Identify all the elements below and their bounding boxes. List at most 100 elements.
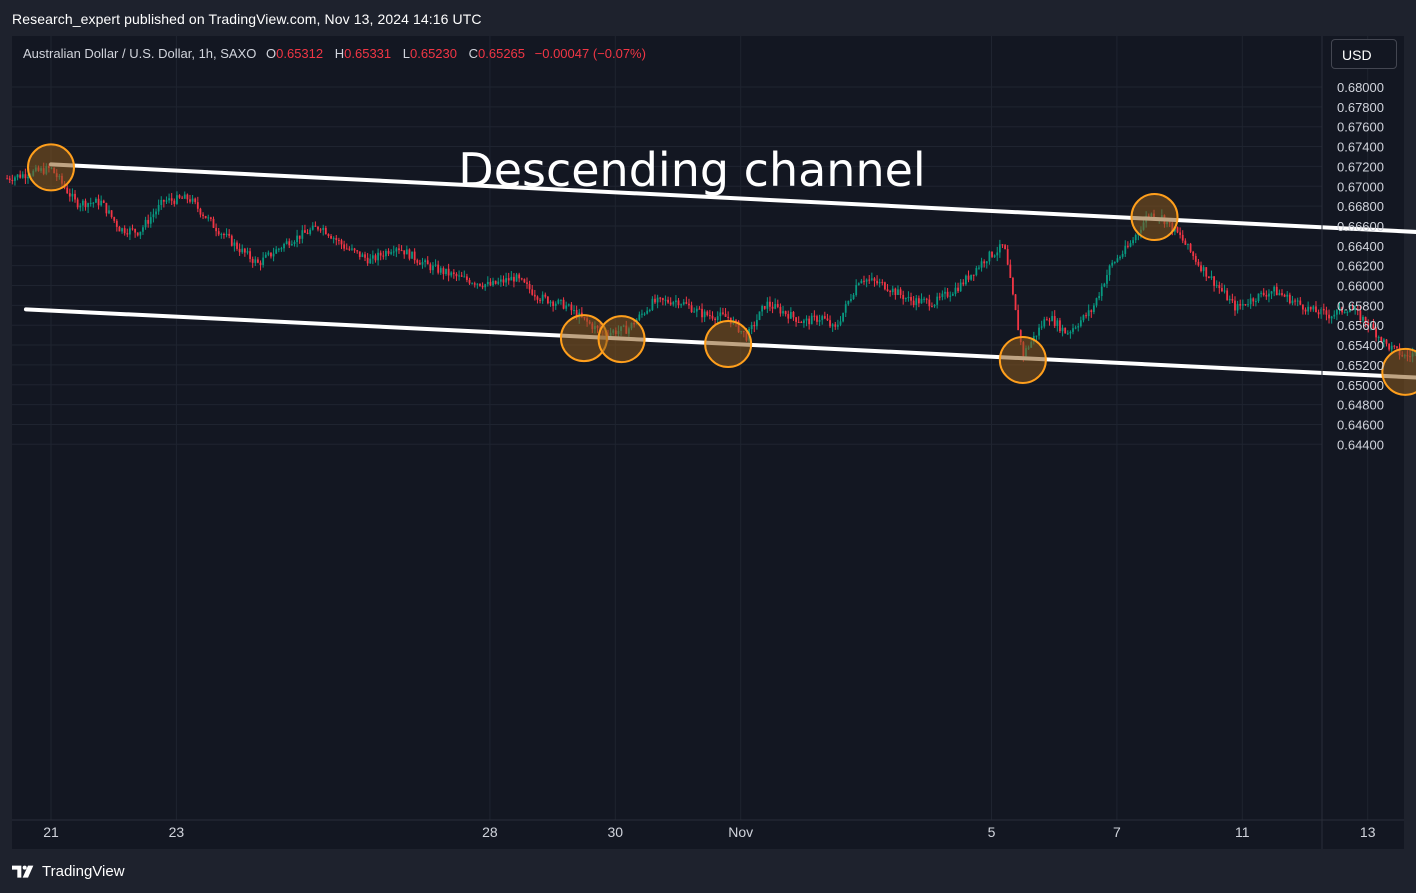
- close-value: 0.65265: [478, 46, 526, 61]
- price-tick-label: 0.64400: [1337, 437, 1384, 452]
- candle-body: [988, 251, 991, 262]
- candle-body: [758, 311, 761, 320]
- candle-body: [1119, 256, 1121, 259]
- currency-button[interactable]: USD: [1331, 39, 1397, 69]
- candle-body: [560, 299, 562, 301]
- candle-body: [230, 235, 233, 246]
- candle-body: [1051, 316, 1054, 321]
- candle-body: [84, 200, 87, 208]
- price-tick-label: 0.67400: [1337, 140, 1384, 155]
- candle-body: [1226, 290, 1229, 301]
- candle-body: [507, 278, 510, 281]
- candle-body: [944, 291, 946, 294]
- symbol-name[interactable]: Australian Dollar / U.S. Dollar, 1h, SAX…: [23, 46, 257, 61]
- price-tick-label: 0.67200: [1337, 159, 1384, 174]
- candle-body: [844, 304, 847, 313]
- candle-body: [8, 178, 11, 181]
- candle-body: [562, 299, 565, 309]
- candle-body: [108, 210, 110, 214]
- candle-body: [379, 252, 382, 256]
- candle-body: [920, 298, 923, 304]
- candle-body: [1296, 300, 1299, 302]
- candle-body: [1116, 258, 1119, 262]
- candle-body: [97, 198, 100, 206]
- candle-body: [126, 233, 129, 235]
- candle-body: [531, 289, 534, 295]
- candle-body: [494, 280, 497, 284]
- candle-body: [1375, 328, 1377, 338]
- candle-body: [1294, 300, 1296, 302]
- candle-body: [1197, 261, 1200, 266]
- candle-body: [1079, 320, 1082, 327]
- candle-body: [1179, 232, 1182, 235]
- candle-body: [374, 255, 377, 261]
- candle-body: [215, 227, 218, 232]
- candle-body: [695, 308, 698, 312]
- channel-lower-line: [23, 307, 1416, 380]
- candle-body: [936, 296, 939, 305]
- candle-body: [1228, 298, 1231, 301]
- candle-body: [857, 283, 860, 286]
- candle-body: [1064, 327, 1067, 334]
- candle-body: [1207, 276, 1210, 278]
- candle-body: [1325, 310, 1328, 315]
- tradingview-logo[interactable]: TradingView: [12, 862, 125, 880]
- candle-body: [789, 311, 792, 319]
- candle-body: [437, 264, 440, 273]
- candle-body: [1176, 227, 1179, 233]
- candle-body: [102, 200, 105, 203]
- candle-body: [1090, 310, 1093, 312]
- candle-body: [839, 321, 842, 325]
- candle-body: [71, 193, 74, 197]
- time-tick-label: 13: [1360, 824, 1376, 840]
- candle-body: [1328, 314, 1330, 319]
- candle-body: [1317, 312, 1320, 315]
- candle-body: [915, 298, 918, 306]
- candle-body: [301, 230, 304, 239]
- candle-body: [1349, 309, 1351, 312]
- candle-body: [1108, 265, 1111, 276]
- candle-body: [897, 289, 899, 295]
- candle-body: [1299, 300, 1302, 305]
- candle-body: [701, 308, 703, 318]
- candle-body: [238, 248, 241, 253]
- candle-body: [1390, 345, 1393, 350]
- candle-body: [1048, 320, 1051, 322]
- candle-body: [165, 200, 168, 202]
- candle-body: [946, 291, 949, 297]
- candle-body: [6, 178, 9, 180]
- candle-body: [1302, 304, 1304, 310]
- touch-marker-circle: [704, 320, 753, 369]
- candle-body: [539, 299, 541, 301]
- candle-body: [682, 302, 685, 305]
- candle-body: [1132, 240, 1134, 244]
- candle-body: [304, 230, 306, 233]
- candle-body: [306, 232, 309, 234]
- chart-pane[interactable]: [12, 36, 1404, 849]
- candle-body: [1184, 240, 1187, 245]
- candle-body: [160, 199, 163, 205]
- candle-body: [1205, 267, 1208, 277]
- candle-body: [510, 276, 513, 281]
- candle-body: [1202, 267, 1205, 272]
- price-tick-label: 0.66000: [1337, 279, 1384, 294]
- candle-body: [894, 288, 897, 295]
- candle-body: [800, 322, 803, 324]
- candle-body: [1372, 323, 1375, 329]
- candle-body: [575, 310, 578, 319]
- candle-body: [659, 297, 662, 299]
- candle-body: [993, 255, 996, 257]
- candle-body: [1377, 337, 1380, 339]
- candle-body: [1111, 262, 1114, 266]
- price-tick-label: 0.64600: [1337, 417, 1384, 432]
- candle-body: [787, 314, 790, 319]
- candle-body: [442, 268, 445, 275]
- candle-body: [1356, 308, 1359, 311]
- candle-body: [1038, 327, 1040, 336]
- time-tick-label: 23: [169, 824, 185, 840]
- candle-body: [337, 239, 340, 241]
- candle-body: [842, 312, 845, 322]
- candle-body: [345, 248, 348, 250]
- candle-body: [497, 281, 500, 284]
